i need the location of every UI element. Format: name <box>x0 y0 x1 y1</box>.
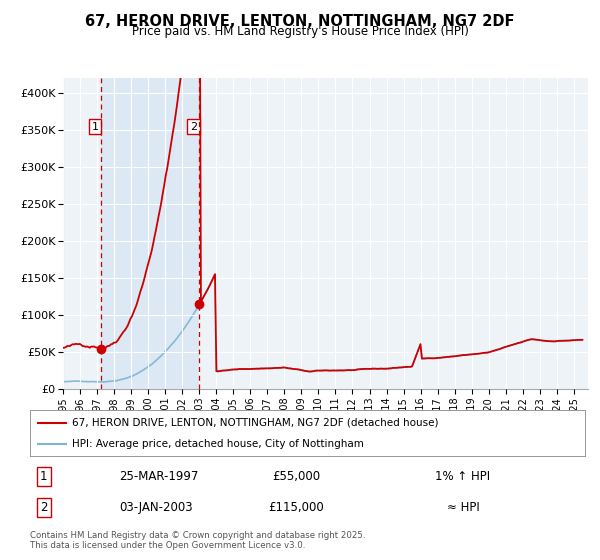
Text: ≈ HPI: ≈ HPI <box>446 501 479 514</box>
Text: 03-JAN-2003: 03-JAN-2003 <box>119 501 193 514</box>
Text: Price paid vs. HM Land Registry's House Price Index (HPI): Price paid vs. HM Land Registry's House … <box>131 25 469 38</box>
Text: 25-MAR-1997: 25-MAR-1997 <box>119 470 198 483</box>
Text: 67, HERON DRIVE, LENTON, NOTTINGHAM, NG7 2DF (detached house): 67, HERON DRIVE, LENTON, NOTTINGHAM, NG7… <box>71 418 438 428</box>
Text: £55,000: £55,000 <box>272 470 320 483</box>
Bar <box>101 78 199 389</box>
Text: 1: 1 <box>40 470 47 483</box>
Text: 1: 1 <box>92 122 98 132</box>
Text: HPI: Average price, detached house, City of Nottingham: HPI: Average price, detached house, City… <box>71 439 364 449</box>
Text: £115,000: £115,000 <box>269 501 324 514</box>
Text: 2: 2 <box>40 501 47 514</box>
Text: 67, HERON DRIVE, LENTON, NOTTINGHAM, NG7 2DF: 67, HERON DRIVE, LENTON, NOTTINGHAM, NG7… <box>85 14 515 29</box>
Text: 1% ↑ HPI: 1% ↑ HPI <box>436 470 490 483</box>
Text: Contains HM Land Registry data © Crown copyright and database right 2025.
This d: Contains HM Land Registry data © Crown c… <box>30 531 365 550</box>
Text: 2: 2 <box>190 122 197 132</box>
